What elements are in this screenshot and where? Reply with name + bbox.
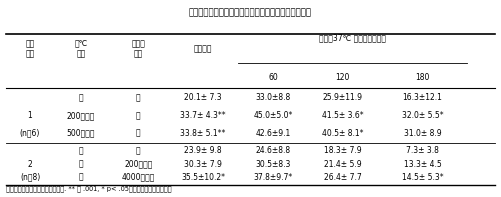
Text: －: － — [136, 111, 141, 120]
Text: 45.0±5.0*: 45.0±5.0* — [253, 111, 293, 120]
Text: －: － — [136, 129, 141, 138]
Text: 24.6±8.8: 24.6±8.8 — [256, 146, 291, 155]
Text: 融解直後: 融解直後 — [194, 45, 212, 53]
Text: 1: 1 — [28, 111, 33, 120]
Text: 30.5±8.3: 30.5±8.3 — [255, 160, 291, 169]
Text: 35.5±10.2*: 35.5±10.2* — [181, 173, 225, 182]
Text: 実験
番号: 実験 番号 — [26, 39, 35, 59]
Text: 120: 120 — [336, 73, 350, 82]
Text: 表３　凍結前または凍結時に曝磁した豚精子の生存性: 表３ 凍結前または凍結時に曝磁した豚精子の生存性 — [189, 8, 312, 17]
Text: 31.0± 8.9: 31.0± 8.9 — [404, 129, 441, 138]
Text: 37.8±9.7*: 37.8±9.7* — [254, 173, 293, 182]
Text: 16.3±12.1: 16.3±12.1 — [402, 93, 442, 102]
Text: (n＝8): (n＝8) — [20, 173, 40, 182]
Text: 33.7± 4.3**: 33.7± 4.3** — [180, 111, 226, 120]
Text: 26.4± 7.7: 26.4± 7.7 — [324, 173, 362, 182]
Text: (n＝6): (n＝6) — [20, 129, 40, 138]
Text: 25.9±11.9: 25.9±11.9 — [323, 93, 363, 102]
Text: 60: 60 — [268, 73, 278, 82]
Text: 33.0±8.8: 33.0±8.8 — [256, 93, 291, 102]
Text: 21.4± 5.9: 21.4± 5.9 — [324, 160, 362, 169]
Text: 18.3± 7.9: 18.3± 7.9 — [324, 146, 362, 155]
Text: －: － — [79, 146, 84, 155]
Text: 40.5± 8.1*: 40.5± 8.1* — [322, 129, 363, 138]
Text: 200ガウス: 200ガウス — [67, 111, 95, 120]
Text: －: － — [79, 160, 84, 169]
Text: －: － — [136, 146, 141, 155]
Text: －: － — [79, 173, 84, 182]
Text: 2: 2 — [28, 160, 33, 169]
Text: 500ガウス: 500ガウス — [67, 129, 95, 138]
Text: 30.3± 7.9: 30.3± 7.9 — [184, 160, 222, 169]
Text: 42.6±9.1: 42.6±9.1 — [256, 129, 291, 138]
Text: 33.8± 5.1**: 33.8± 5.1** — [180, 129, 226, 138]
Text: （註）表中の数字は精子生存指数. ** ＜ .001, * p< .05（非曝磁区との有意差）: （註）表中の数字は精子生存指数. ** ＜ .001, * p< .05（非曝磁… — [7, 185, 172, 192]
Text: 融解後37℃ 保存時間（分）: 融解後37℃ 保存時間（分） — [319, 34, 386, 43]
Text: 180: 180 — [415, 73, 429, 82]
Text: －: － — [79, 93, 84, 102]
Text: 20.1± 7.3: 20.1± 7.3 — [184, 93, 222, 102]
Text: 7.3± 3.8: 7.3± 3.8 — [406, 146, 439, 155]
Text: 14.5± 5.3*: 14.5± 5.3* — [402, 173, 443, 182]
Text: 41.5± 3.6*: 41.5± 3.6* — [322, 111, 364, 120]
Text: 32.0± 5.5*: 32.0± 5.5* — [402, 111, 443, 120]
Text: 23.9± 9.8: 23.9± 9.8 — [184, 146, 222, 155]
Text: 200ガウス: 200ガウス — [124, 160, 153, 169]
Text: 4000ガウス: 4000ガウス — [122, 173, 155, 182]
Text: －: － — [136, 93, 141, 102]
Text: 13.3± 4.5: 13.3± 4.5 — [403, 160, 441, 169]
Text: ５℃
曝磁: ５℃ 曝磁 — [75, 39, 88, 59]
Text: 凍結時
曝磁: 凍結時 曝磁 — [131, 39, 145, 59]
